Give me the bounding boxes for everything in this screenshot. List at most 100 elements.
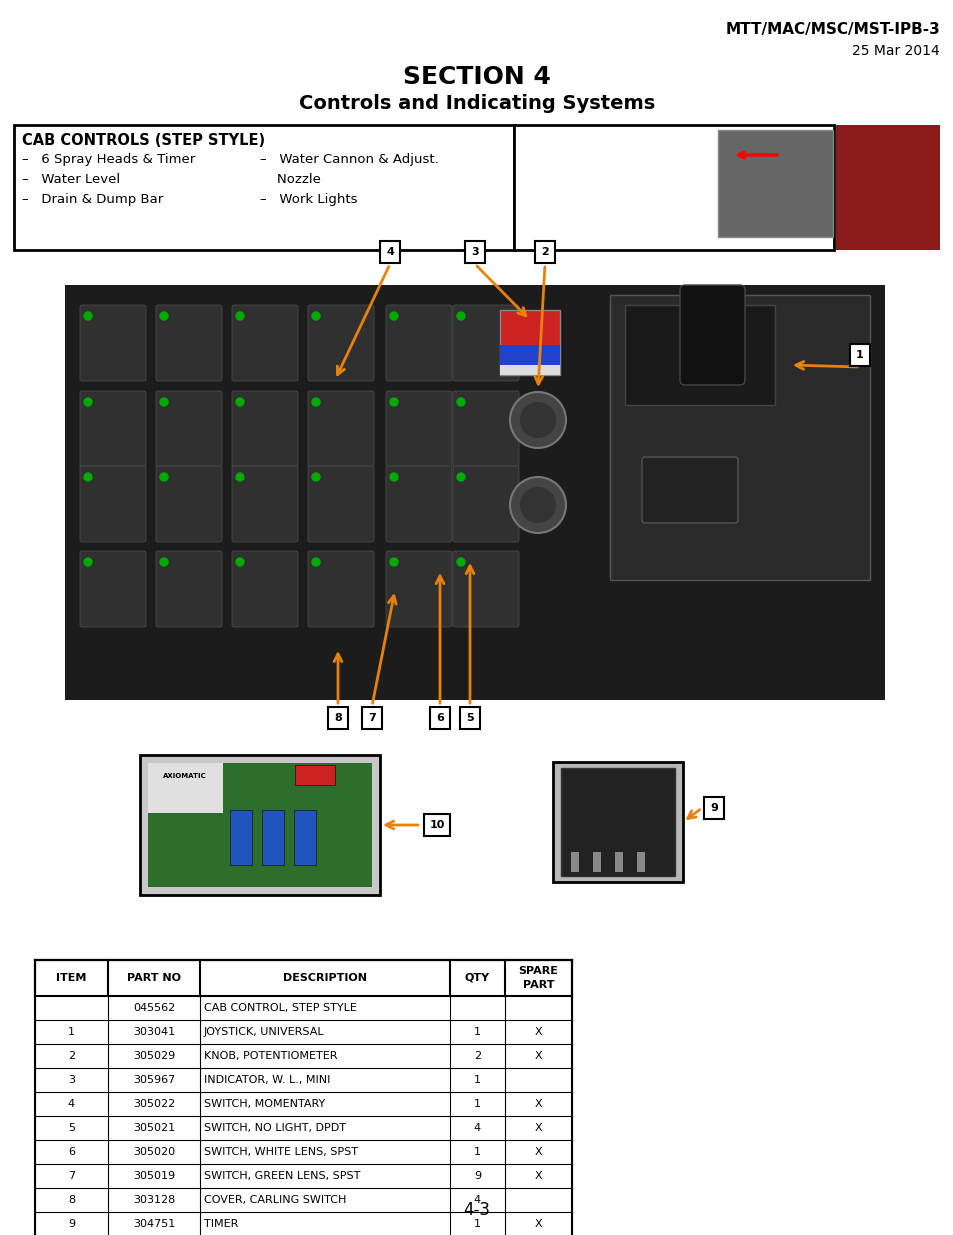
Bar [262,810,284,864]
FancyBboxPatch shape [156,551,222,627]
Text: 2: 2 [68,1051,75,1061]
Bar [615,852,622,872]
Bar [361,706,381,729]
Circle shape [519,487,556,522]
Circle shape [84,473,91,480]
Bar [560,768,675,876]
Text: Controls and Indicating Systems: Controls and Indicating Systems [298,94,655,112]
Text: 305967: 305967 [132,1074,175,1086]
Text: Nozzle: Nozzle [260,173,320,186]
Circle shape [160,558,168,566]
Circle shape [235,473,244,480]
FancyBboxPatch shape [156,391,222,467]
Text: 1: 1 [855,350,863,359]
Bar [140,755,379,895]
Text: 9: 9 [709,803,718,813]
Bar [35,1188,572,1212]
Text: 3: 3 [68,1074,75,1086]
Text: 045562: 045562 [132,1003,175,1013]
Text: 305029: 305029 [132,1051,175,1061]
Text: X: X [534,1123,541,1132]
Bar [35,960,572,995]
Bar [499,310,559,375]
Text: CAB CONTROLS (STEP STYLE): CAB CONTROLS (STEP STYLE) [22,133,265,148]
Bar [35,1068,572,1092]
Text: 6: 6 [436,713,443,722]
Bar [835,125,939,249]
Text: QTY: QTY [464,973,490,983]
Text: 3: 3 [471,247,478,257]
Circle shape [160,398,168,406]
FancyBboxPatch shape [80,305,146,382]
Bar [849,345,869,366]
Circle shape [160,473,168,480]
Text: –   Water Cannon & Adjust.: – Water Cannon & Adjust. [260,153,438,165]
FancyBboxPatch shape [232,466,297,542]
Bar [609,295,869,580]
Text: 7: 7 [368,713,375,722]
Circle shape [390,473,397,480]
Bar [35,1092,572,1116]
FancyBboxPatch shape [232,305,297,382]
Circle shape [235,312,244,320]
Bar [14,125,514,249]
Text: X: X [534,1171,541,1181]
Text: 1: 1 [474,1099,480,1109]
Circle shape [84,398,91,406]
FancyBboxPatch shape [453,305,518,382]
Text: 5: 5 [466,713,474,722]
FancyBboxPatch shape [386,466,452,542]
Text: 305022: 305022 [132,1099,175,1109]
Bar [535,241,555,263]
FancyBboxPatch shape [308,391,374,467]
Text: 5: 5 [68,1123,75,1132]
Text: –   Water Level: – Water Level [22,173,120,186]
Circle shape [235,558,244,566]
Circle shape [456,312,464,320]
Bar [65,285,884,700]
Text: TIMER: TIMER [204,1219,238,1229]
Text: 305021: 305021 [132,1123,175,1132]
Bar [35,1116,572,1140]
Text: 9: 9 [68,1219,75,1229]
Text: JOYSTICK, UNIVERSAL: JOYSTICK, UNIVERSAL [204,1028,324,1037]
Bar [35,1165,572,1188]
Bar [230,810,252,864]
Text: 2: 2 [540,247,548,257]
Bar [423,814,450,836]
Bar [571,852,578,872]
Text: –   Drain & Dump Bar: – Drain & Dump Bar [22,193,163,206]
FancyBboxPatch shape [386,305,452,382]
Text: KNOB, POTENTIOMETER: KNOB, POTENTIOMETER [204,1051,337,1061]
FancyBboxPatch shape [679,285,744,385]
Bar [459,706,479,729]
Circle shape [312,473,319,480]
Text: 4: 4 [474,1123,480,1132]
Bar [328,706,348,729]
Text: SWITCH, WHITE LENS, SPST: SWITCH, WHITE LENS, SPST [204,1147,357,1157]
FancyBboxPatch shape [386,391,452,467]
Text: 4-3: 4-3 [463,1200,490,1219]
Bar [35,995,572,1020]
Text: 4: 4 [386,247,394,257]
FancyBboxPatch shape [80,391,146,467]
FancyBboxPatch shape [453,551,518,627]
Bar [294,764,335,785]
Text: 7: 7 [68,1171,75,1181]
Circle shape [312,398,319,406]
Text: 1: 1 [474,1074,480,1086]
FancyBboxPatch shape [232,551,297,627]
Bar [703,797,723,819]
Text: 1: 1 [474,1219,480,1229]
Text: SPARE: SPARE [518,966,558,976]
Text: INDICATOR, W. L., MINI: INDICATOR, W. L., MINI [204,1074,330,1086]
Text: 9: 9 [474,1171,480,1181]
Text: 10: 10 [429,820,444,830]
Text: X: X [534,1099,541,1109]
Text: X: X [534,1147,541,1157]
FancyBboxPatch shape [308,305,374,382]
Bar [430,706,450,729]
Bar [637,852,644,872]
Text: 4: 4 [68,1099,75,1109]
Text: PART: PART [522,981,554,990]
